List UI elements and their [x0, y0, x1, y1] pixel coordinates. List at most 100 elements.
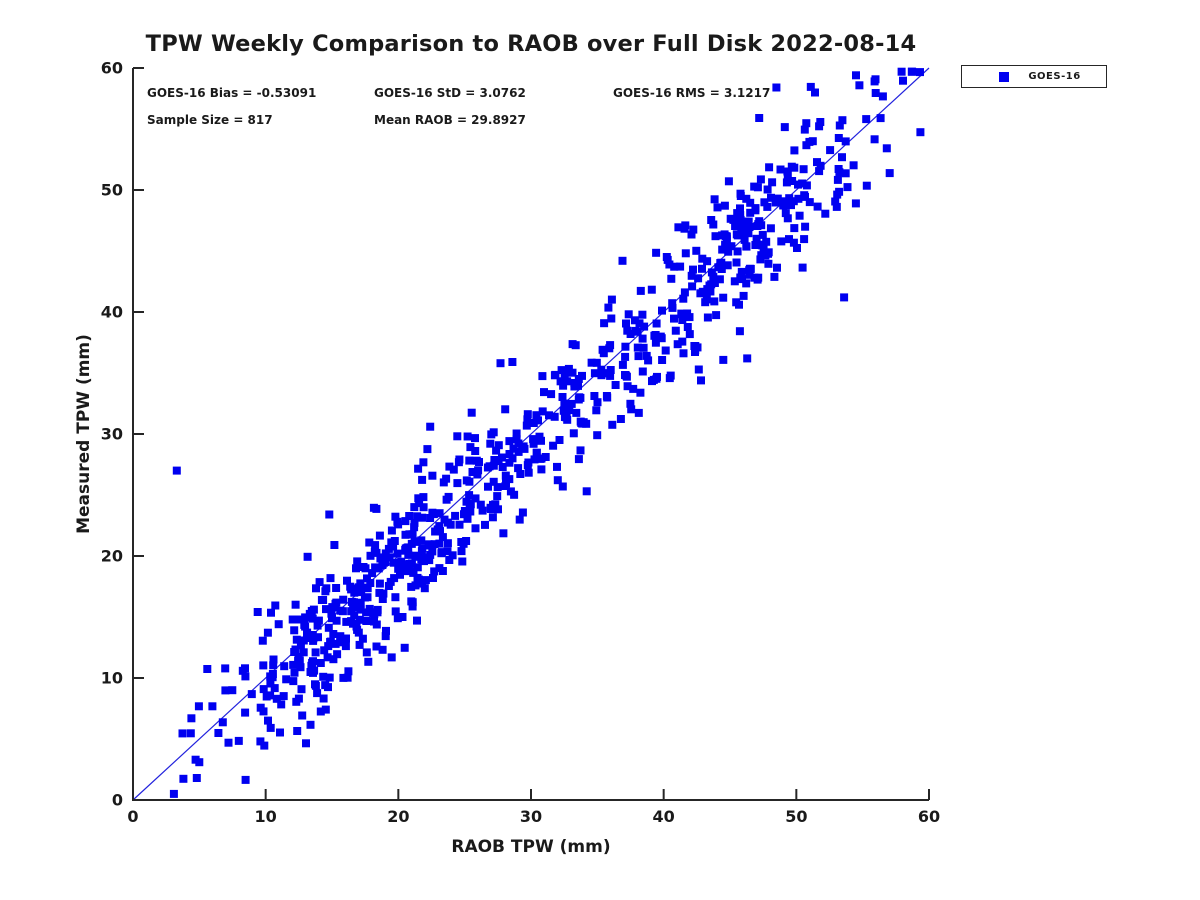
data-point-marker	[793, 244, 801, 252]
data-point-marker	[851, 199, 860, 208]
data-point-marker	[550, 412, 559, 421]
data-point-marker	[413, 512, 422, 521]
data-point-marker	[520, 444, 529, 453]
data-point-marker	[332, 616, 341, 625]
data-point-marker	[681, 221, 690, 230]
data-point-marker	[426, 422, 435, 431]
data-point-marker	[448, 551, 457, 560]
data-point-marker	[800, 235, 809, 244]
x-axis-label: RAOB TPW (mm)	[451, 837, 611, 857]
data-point-marker	[400, 643, 409, 652]
data-point-marker	[678, 316, 687, 324]
data-point-marker	[862, 115, 871, 124]
data-point-marker	[371, 541, 380, 550]
data-point-marker	[665, 260, 674, 269]
data-point-marker	[752, 234, 761, 243]
data-point-marker	[311, 648, 320, 657]
data-point-marker	[811, 88, 819, 97]
data-point-marker	[717, 258, 726, 267]
data-point-marker	[353, 625, 362, 634]
data-point-marker	[703, 313, 712, 322]
data-point-marker	[765, 163, 774, 172]
data-point-marker	[445, 462, 454, 471]
data-point-marker	[300, 620, 309, 629]
data-point-marker	[451, 511, 460, 520]
data-point-marker	[624, 310, 633, 319]
data-point-marker	[319, 694, 328, 703]
data-point-marker	[405, 512, 414, 520]
data-point-marker	[221, 686, 230, 695]
data-point-marker	[192, 774, 201, 782]
data-point-marker	[321, 705, 330, 714]
data-point-marker	[290, 668, 299, 677]
data-point-marker	[508, 454, 517, 463]
data-point-marker	[537, 465, 546, 474]
data-point-marker	[737, 267, 746, 276]
data-point-marker	[414, 494, 423, 503]
data-point-marker	[289, 677, 298, 686]
data-point-marker	[391, 607, 400, 616]
data-point-marker	[756, 255, 765, 264]
data-point-marker	[362, 648, 371, 657]
data-point-marker	[471, 524, 480, 533]
data-point-marker	[759, 243, 768, 252]
data-point-marker	[668, 303, 677, 312]
data-point-marker	[320, 646, 329, 655]
data-point-marker	[471, 447, 480, 455]
data-point-marker	[294, 656, 303, 665]
data-point-marker	[326, 574, 335, 583]
data-point-marker	[435, 539, 444, 548]
data-point-marker	[393, 549, 402, 558]
data-point-marker	[418, 579, 427, 588]
data-point-marker	[835, 187, 844, 196]
data-point-marker	[280, 662, 289, 671]
data-point-marker	[638, 334, 647, 343]
data-point-marker	[375, 579, 384, 588]
data-point-marker	[838, 116, 847, 125]
data-point-marker	[558, 482, 567, 491]
data-point-marker	[647, 285, 656, 294]
data-point-marker	[834, 134, 843, 142]
data-point-marker	[597, 365, 606, 374]
data-point-marker	[538, 372, 547, 381]
data-point-marker	[485, 462, 494, 471]
data-point-marker	[639, 343, 648, 352]
data-point-marker	[363, 584, 372, 593]
data-point-marker	[518, 508, 527, 517]
data-point-marker	[870, 135, 879, 144]
data-point-marker	[476, 500, 485, 509]
data-point-marker	[821, 209, 830, 218]
data-point-marker	[314, 633, 322, 642]
data-point-marker	[328, 603, 337, 612]
data-point-marker	[466, 507, 475, 516]
data-point-marker	[426, 550, 435, 559]
data-point-marker	[606, 366, 615, 374]
data-point-marker	[750, 273, 759, 282]
data-point-marker	[745, 270, 754, 279]
data-point-marker	[876, 114, 885, 123]
data-point-marker	[418, 475, 427, 484]
data-point-marker	[690, 342, 699, 350]
data-point-marker	[496, 359, 505, 368]
data-point-marker	[813, 202, 822, 211]
data-point-marker	[378, 553, 387, 562]
data-point-marker	[404, 550, 413, 559]
data-point-marker	[523, 415, 532, 424]
data-point-marker	[259, 661, 268, 670]
data-point-marker	[462, 537, 471, 545]
data-point-marker	[622, 319, 630, 328]
data-point-marker	[292, 697, 301, 706]
data-point-marker	[849, 161, 858, 170]
data-point-marker	[350, 611, 359, 620]
y-tick-label: 60	[100, 58, 123, 78]
data-point-marker	[329, 630, 338, 638]
data-point-marker	[685, 330, 694, 339]
data-point-marker	[698, 254, 707, 263]
data-point-marker	[407, 559, 416, 568]
stat-rms-text: GOES-16 RMS = 3.1217	[613, 86, 771, 100]
data-point-marker	[241, 672, 250, 681]
data-point-marker	[761, 251, 770, 260]
data-point-marker	[870, 77, 879, 86]
data-point-marker	[736, 192, 745, 200]
